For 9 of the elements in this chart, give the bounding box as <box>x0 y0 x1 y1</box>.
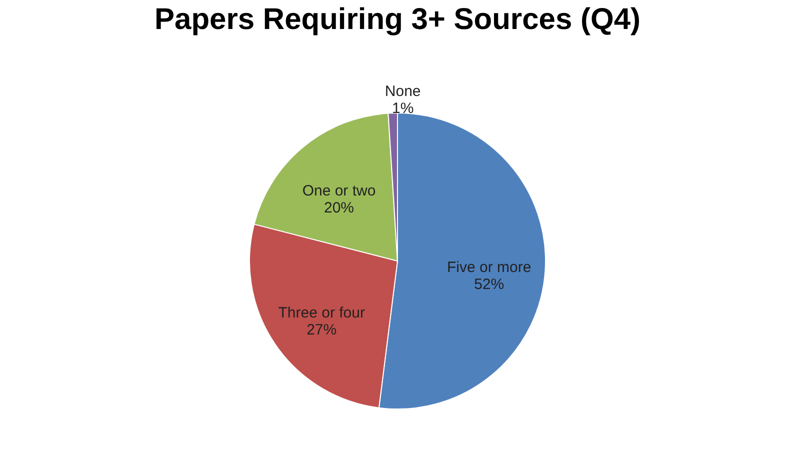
slice-label: Three or four <box>278 304 365 322</box>
slice-label: One or two <box>302 182 376 200</box>
chart-title: Papers Requiring 3+ Sources (Q4) <box>154 3 640 36</box>
slice-label: None <box>384 83 421 100</box>
data-label: 52% <box>474 276 504 293</box>
data-label: 1% <box>392 100 414 118</box>
data-label: 27% <box>306 322 337 339</box>
slice-label: Five or more <box>446 258 532 276</box>
data-label: 20% <box>324 199 354 216</box>
